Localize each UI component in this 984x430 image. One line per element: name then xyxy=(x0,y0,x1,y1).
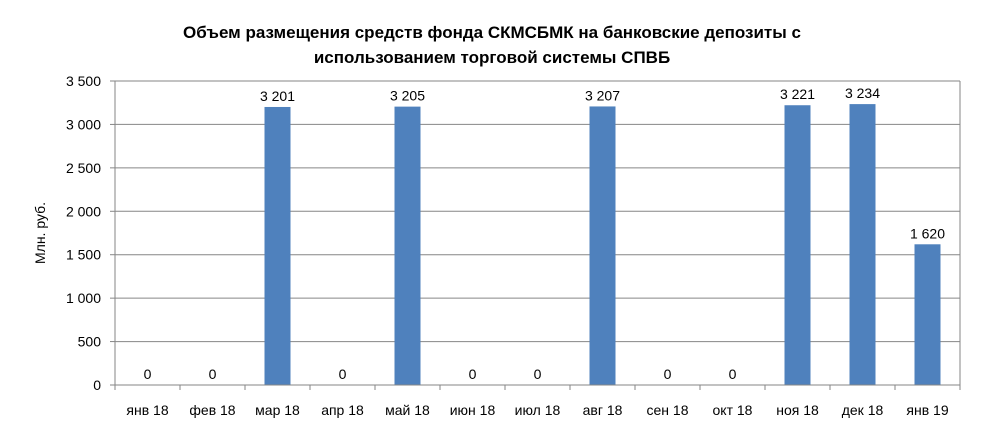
chart-title-line: использованием торговой системы СПВБ xyxy=(314,48,670,67)
y-tick-label: 0 xyxy=(93,377,101,393)
bar xyxy=(589,106,616,385)
x-tick-label: июн 18 xyxy=(450,402,496,418)
data-label: 0 xyxy=(534,366,542,382)
y-tick-label: 1 000 xyxy=(66,290,101,306)
x-tick-label: май 18 xyxy=(385,402,430,418)
data-label: 0 xyxy=(144,366,152,382)
y-axis-label: Млн. руб. xyxy=(32,202,48,264)
data-label: 3 207 xyxy=(585,87,620,103)
data-label: 3 234 xyxy=(845,85,880,101)
x-tick-label: апр 18 xyxy=(321,402,364,418)
data-label: 0 xyxy=(729,366,737,382)
x-tick-label: июл 18 xyxy=(515,402,561,418)
bar xyxy=(784,105,811,385)
x-tick-label: янв 18 xyxy=(126,402,168,418)
data-label: 3 221 xyxy=(780,86,815,102)
bar xyxy=(849,104,876,385)
x-tick-label: ноя 18 xyxy=(776,402,819,418)
x-tick-label: янв 19 xyxy=(906,402,948,418)
data-label: 0 xyxy=(209,366,217,382)
bar xyxy=(914,244,941,385)
x-tick-label: авг 18 xyxy=(583,402,623,418)
bar xyxy=(264,106,291,386)
x-tick-label: сен 18 xyxy=(647,402,689,418)
y-tick-label: 1 500 xyxy=(66,247,101,263)
y-tick-label: 3 000 xyxy=(66,116,101,132)
data-label: 1 620 xyxy=(910,225,945,241)
x-tick-label: мар 18 xyxy=(255,402,300,418)
x-tick-label: окт 18 xyxy=(713,402,753,418)
x-tick-label: дек 18 xyxy=(842,402,884,418)
bar xyxy=(394,106,421,385)
data-label: 3 205 xyxy=(390,88,425,104)
data-label: 3 201 xyxy=(260,88,295,104)
y-tick-label: 3 500 xyxy=(66,73,101,89)
data-label: 0 xyxy=(469,366,477,382)
y-tick-label: 2 000 xyxy=(66,203,101,219)
y-tick-label: 2 500 xyxy=(66,160,101,176)
data-label: 0 xyxy=(339,366,347,382)
data-label: 0 xyxy=(664,366,672,382)
y-tick-label: 500 xyxy=(78,334,102,350)
chart-title-line: Объем размещения средств фонда СКМСБМК н… xyxy=(183,23,801,42)
x-tick-label: фев 18 xyxy=(189,402,235,418)
